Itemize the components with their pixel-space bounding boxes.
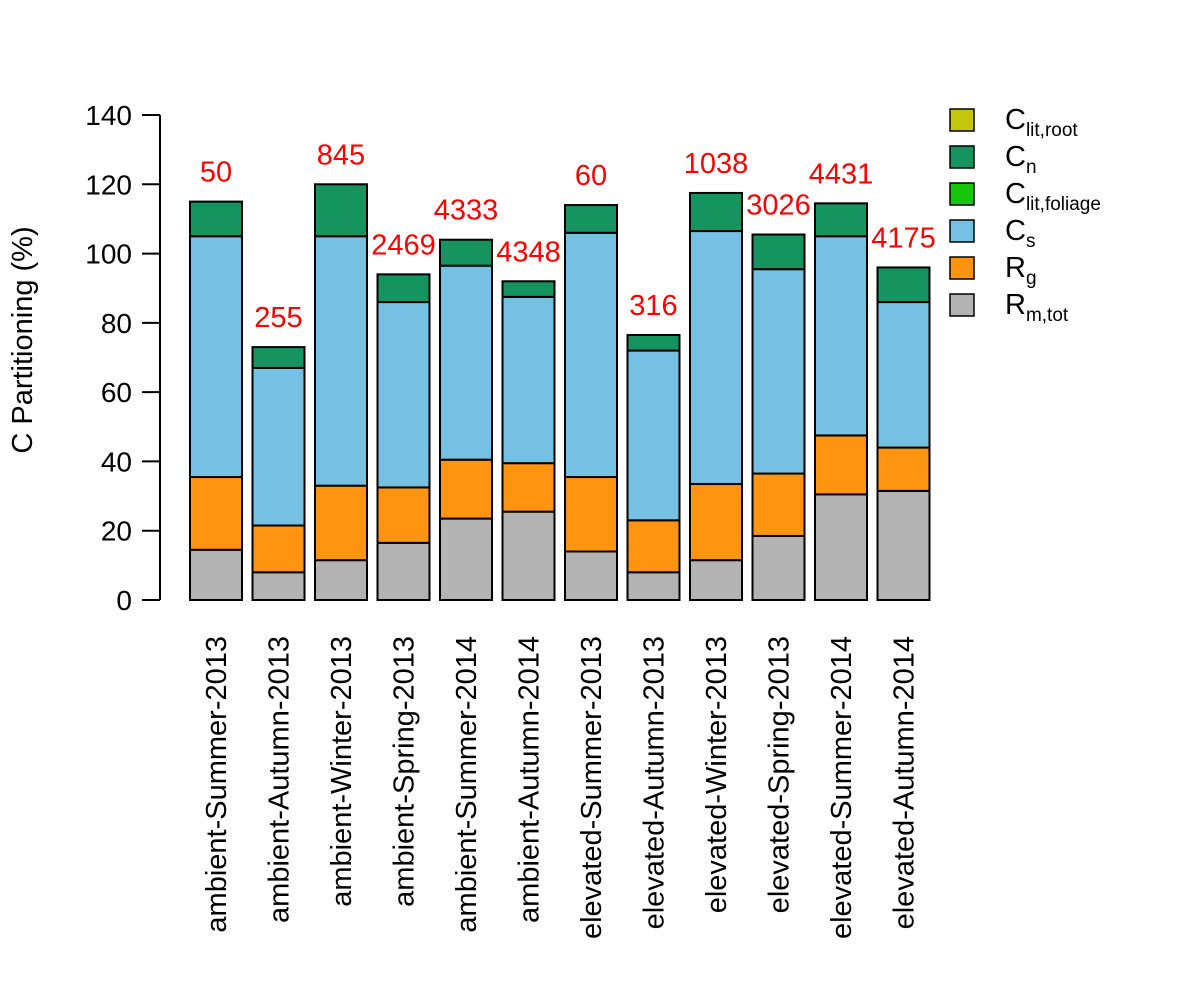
y-axis: 0 20 40 60 80 100 120 140 bbox=[85, 100, 161, 616]
x-tick-label: elevated-Autumn-2013 bbox=[639, 636, 671, 929]
bar-segment bbox=[189, 235, 243, 479]
x-tick-labels: ambient-Summer-2013 ambient-Autumn-2013 am… bbox=[201, 636, 921, 939]
legend-label: Cn bbox=[1005, 141, 1037, 178]
bar-segment bbox=[689, 559, 743, 601]
legend-label: Clit,root bbox=[1005, 104, 1078, 141]
bar-segment bbox=[314, 235, 368, 487]
bar-segment bbox=[689, 191, 743, 233]
y-tick-label: 20 bbox=[101, 516, 132, 547]
x-tick-label: elevated-Summer-2013 bbox=[576, 636, 608, 939]
bar-segment bbox=[814, 493, 868, 602]
bar-value-label: 4333 bbox=[434, 195, 499, 227]
bar-segment bbox=[751, 268, 806, 475]
y-tick-label: 80 bbox=[101, 308, 132, 339]
y-tick-label: 120 bbox=[85, 169, 132, 200]
y-tick-label: 100 bbox=[85, 239, 132, 270]
x-tick-label: ambient-Spring-2013 bbox=[389, 636, 421, 907]
legend-swatch bbox=[949, 256, 975, 280]
bar-segment bbox=[251, 571, 306, 601]
bar-segment bbox=[189, 548, 243, 602]
y-tick-label: 40 bbox=[101, 446, 132, 477]
legend-swatch bbox=[949, 108, 975, 132]
legend-swatch bbox=[949, 145, 975, 169]
bar-segment bbox=[189, 476, 243, 551]
legend-label: Cs bbox=[1005, 215, 1035, 252]
bar-value-label: 2469 bbox=[371, 229, 436, 261]
bar-segment bbox=[751, 472, 806, 537]
bar-value-label: 4431 bbox=[809, 158, 874, 190]
bars bbox=[189, 183, 931, 602]
bar-value-label: 845 bbox=[317, 139, 365, 171]
legend-swatch bbox=[949, 219, 975, 243]
bar-segment bbox=[439, 238, 493, 267]
bar-segment bbox=[626, 519, 681, 574]
bar-segment bbox=[501, 462, 556, 513]
y-tick-label: 0 bbox=[116, 585, 132, 616]
x-tick-label: ambient-Summer-2013 bbox=[201, 636, 233, 933]
bar-segment bbox=[814, 235, 868, 437]
x-tick-label: elevated-Spring-2013 bbox=[764, 636, 796, 913]
bar-segment bbox=[251, 524, 306, 574]
bar-segment bbox=[564, 476, 618, 553]
x-tick-label: elevated-Autumn-2014 bbox=[889, 636, 921, 929]
bar-segment bbox=[564, 550, 618, 601]
bar-segment bbox=[376, 486, 431, 544]
bar-segment bbox=[876, 489, 931, 601]
bar-segment bbox=[626, 333, 681, 352]
bar-segment bbox=[689, 482, 743, 562]
y-tick-label: 60 bbox=[101, 377, 132, 408]
legend-label: Clit,foliage bbox=[1005, 178, 1101, 215]
bar-segment bbox=[376, 273, 431, 304]
bar-segment bbox=[251, 366, 306, 527]
bar-segment bbox=[501, 280, 556, 298]
bar-value-label: 60 bbox=[575, 160, 607, 192]
bar-segment bbox=[501, 510, 556, 601]
bar-segment bbox=[751, 233, 806, 271]
bar-segment bbox=[376, 301, 431, 489]
bar-segment bbox=[751, 534, 806, 601]
bar-segment bbox=[314, 183, 368, 238]
x-tick-label: elevated-Summer-2014 bbox=[826, 636, 858, 939]
bar-segment bbox=[439, 517, 493, 602]
y-tick-label: 140 bbox=[85, 100, 132, 131]
bar-value-label: 4175 bbox=[871, 222, 936, 254]
bar-segment bbox=[876, 446, 931, 492]
x-tick-label: ambient-Autumn-2013 bbox=[264, 636, 296, 923]
bar-segment bbox=[564, 231, 618, 479]
legend-swatch bbox=[949, 182, 975, 206]
bar-value-label: 316 bbox=[629, 290, 677, 322]
bar-segment bbox=[189, 200, 243, 238]
bar-segment bbox=[501, 295, 556, 465]
bar-segment bbox=[876, 301, 931, 449]
y-axis-label: C Partitioning (%) bbox=[7, 226, 39, 453]
bar-segment bbox=[314, 559, 368, 601]
bar-segment bbox=[251, 346, 306, 369]
x-tick-label: ambient-Summer-2014 bbox=[451, 636, 483, 933]
bar-value-label: 4348 bbox=[496, 236, 561, 268]
legend-swatch bbox=[949, 293, 975, 317]
bar-value-label: 255 bbox=[254, 302, 302, 334]
bar-segment bbox=[626, 349, 681, 522]
bar-value-label: 1038 bbox=[684, 148, 749, 180]
bar-value-label: 3026 bbox=[746, 190, 811, 222]
bar-segment bbox=[626, 571, 681, 601]
legend-label: Rg bbox=[1005, 252, 1037, 289]
x-tick-label: elevated-Winter-2013 bbox=[701, 636, 733, 913]
bar-segment bbox=[814, 202, 868, 238]
bar-value-label: 50 bbox=[200, 157, 232, 189]
bar-segment bbox=[376, 541, 431, 602]
bar-segment bbox=[689, 230, 743, 485]
bar-segment bbox=[876, 266, 931, 304]
x-tick-label: ambient-Autumn-2014 bbox=[514, 636, 546, 923]
legend-label: Rm,tot bbox=[1005, 289, 1069, 326]
bar-segment bbox=[439, 458, 493, 520]
bar-segment bbox=[564, 204, 618, 234]
bar-segment bbox=[314, 484, 368, 562]
x-tick-label: ambient-Winter-2013 bbox=[326, 636, 358, 907]
bar-segment bbox=[439, 264, 493, 461]
bar-segment bbox=[814, 434, 868, 496]
